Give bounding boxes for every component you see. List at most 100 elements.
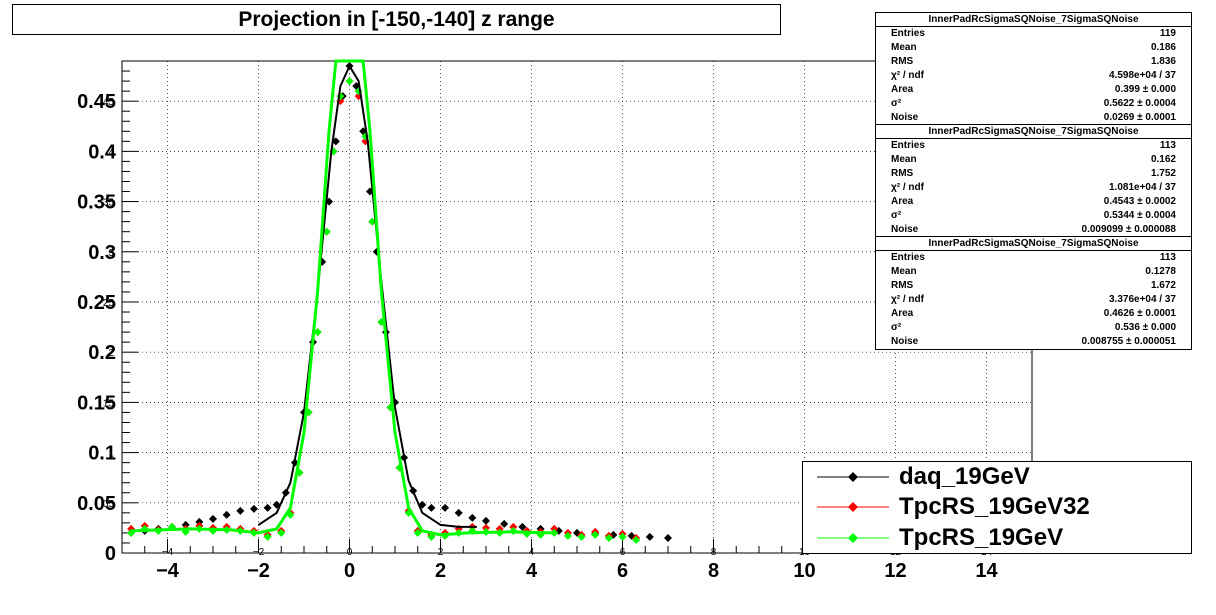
data-point <box>645 532 654 541</box>
stats-value: 3.376e+04 / 37 <box>1108 294 1176 305</box>
stats-value: 0.5622 ± 0.0004 <box>1103 98 1176 109</box>
x-tick-label: −4 <box>156 560 180 582</box>
stats-value: 0.0269 ± 0.0001 <box>1103 112 1176 123</box>
stats-header: InnerPadRcSigmaSQNoise_7SigmaSQNoise <box>876 125 1191 139</box>
stats-value: 0.008755 ± 0.000051 <box>1081 336 1176 347</box>
y-tick-label: 0.2 <box>88 342 116 364</box>
data-point <box>604 533 613 542</box>
stats-box-daq: InnerPadRcSigmaSQNoise_7SigmaSQNoise Entr… <box>875 12 1192 126</box>
stats-row: RMS 1.752 <box>876 167 1191 181</box>
stats-row: Area 0.399 ± 0.000 <box>876 83 1191 97</box>
stats-header: InnerPadRcSigmaSQNoise_7SigmaSQNoise <box>876 13 1191 27</box>
x-small-label: 0 <box>347 547 353 558</box>
data-point <box>482 523 490 532</box>
x-tick-label: 0 <box>344 560 355 582</box>
stats-row: σ² 0.5344 ± 0.0004 <box>876 209 1191 223</box>
y-small-label: 05 <box>103 499 115 510</box>
y-small-label: 25 <box>103 298 115 309</box>
y-tick-label: 0.15 <box>77 392 116 414</box>
stats-label: Area <box>891 196 914 207</box>
title-text: Projection in [-150,-140] z range <box>238 7 555 31</box>
stats-value: 1.836 <box>1150 56 1176 67</box>
data-point <box>322 227 331 236</box>
stats-label: Area <box>891 308 914 319</box>
stats-box-tpcrs: InnerPadRcSigmaSQNoise_7SigmaSQNoise Entr… <box>875 236 1192 350</box>
y-tick-label: 0.3 <box>88 242 116 264</box>
data-point <box>249 504 258 513</box>
data-point <box>632 535 641 544</box>
stats-row: Mean 0.186 <box>876 41 1191 55</box>
chart-title: Projection in [-150,-140] z range <box>12 4 781 35</box>
stats-label: σ² <box>891 210 902 221</box>
stats-row: Noise 0.008755 ± 0.000051 <box>876 335 1191 349</box>
stats-label: χ² / ndf <box>891 182 924 193</box>
legend-label-tpcrs-32: TpcRS_19GeV32 <box>899 493 1090 520</box>
y-small-label: 35 <box>103 198 115 209</box>
stats-label: RMS <box>891 168 914 179</box>
x-tick-label: 6 <box>617 560 628 582</box>
stats-row: Noise 0.0269 ± 0.0001 <box>876 111 1191 125</box>
stats-row: Mean 0.162 <box>876 153 1191 167</box>
y-tick-label: 0.25 <box>77 292 116 314</box>
x-small-label: 8 <box>711 547 717 558</box>
stats-label: Mean <box>891 154 917 165</box>
stats-value: 119 <box>1159 28 1176 39</box>
fit-line-daq_19GeV <box>257 63 477 528</box>
stats-row: Area 0.4543 ± 0.0002 <box>876 195 1191 209</box>
data-point <box>263 532 272 541</box>
stats-row: χ² / ndf 1.081e+04 / 37 <box>876 181 1191 195</box>
data-point <box>413 528 422 537</box>
data-point <box>263 503 272 512</box>
stats-value: 1.672 <box>1150 280 1176 291</box>
stats-row: σ² 0.536 ± 0.000 <box>876 321 1191 335</box>
stats-value: 0.1278 <box>1145 266 1176 277</box>
y-small-label: 1 <box>108 449 114 460</box>
data-point <box>368 217 377 226</box>
stats-label: σ² <box>891 322 902 333</box>
stats-value: 0.399 ± 0.000 <box>1114 84 1176 95</box>
stats-value: 4.598e+04 / 37 <box>1108 70 1176 81</box>
data-point <box>664 533 672 542</box>
stats-header: InnerPadRcSigmaSQNoise_7SigmaSQNoise <box>876 237 1191 251</box>
stats-label: Entries <box>891 140 925 151</box>
legend-item-tpcrs-32: TpcRS_19GeV32 <box>803 492 1191 522</box>
stats-value: 1.081e+04 / 37 <box>1108 182 1176 193</box>
stats-box-tpcrs-32: InnerPadRcSigmaSQNoise_7SigmaSQNoise Entr… <box>875 124 1192 238</box>
stats-label: χ² / ndf <box>891 294 924 305</box>
y-tick-label: 0 <box>105 543 116 565</box>
y-tick-label: 0.45 <box>77 91 116 113</box>
stats-label: RMS <box>891 280 914 291</box>
data-point <box>482 516 490 525</box>
stats-value: 0.009099 ± 0.000088 <box>1081 224 1176 235</box>
y-small-label: 15 <box>103 398 115 409</box>
stats-row: χ² / ndf 3.376e+04 / 37 <box>876 293 1191 307</box>
stats-row: σ² 0.5622 ± 0.0004 <box>876 97 1191 111</box>
data-point <box>577 532 586 541</box>
data-point <box>277 528 286 537</box>
stats-value: 1.752 <box>1150 168 1176 179</box>
y-small-label: 4 <box>108 147 114 158</box>
stats-row: RMS 1.836 <box>876 55 1191 69</box>
legend-item-tpcrs: TpcRS_19GeV <box>803 523 1191 553</box>
stats-label: Noise <box>891 336 919 347</box>
stats-label: σ² <box>891 98 902 109</box>
x-tick-label: 12 <box>884 560 906 582</box>
data-point <box>181 520 190 529</box>
stats-value: 0.4626 ± 0.0001 <box>1103 308 1176 319</box>
legend-item-daq: daq_19GeV <box>803 462 1191 492</box>
x-tick-label: 2 <box>435 560 446 582</box>
legend: daq_19GeV TpcRS_19GeV32 TpcRS_19GeV <box>802 461 1192 554</box>
data-point <box>518 522 527 531</box>
x-tick-label: 8 <box>708 560 719 582</box>
data-point <box>345 77 354 86</box>
stats-value: 113 <box>1159 140 1176 151</box>
stats-value: 113 <box>1159 252 1176 263</box>
stats-value: 0.4543 ± 0.0002 <box>1103 196 1176 207</box>
stats-value: 0.5344 ± 0.0004 <box>1103 210 1176 221</box>
stats-label: Mean <box>891 42 917 53</box>
y-small-label: 45 <box>103 97 115 108</box>
stats-row: Entries 113 <box>876 251 1191 265</box>
data-point <box>509 522 518 531</box>
data-point <box>222 510 231 519</box>
stats-row: χ² / ndf 4.598e+04 / 37 <box>876 69 1191 83</box>
